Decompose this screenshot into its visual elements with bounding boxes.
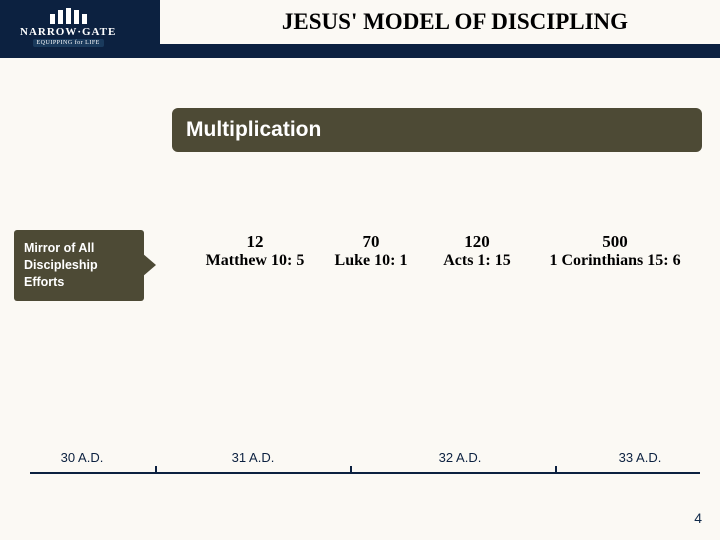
- timeline-tick: [350, 466, 352, 474]
- data-point-reference: 1 Corinthians 15: 6: [530, 252, 700, 270]
- page-number: 4: [694, 510, 702, 526]
- timeline-label: 30 A.D.: [61, 450, 104, 465]
- side-tab-line: Mirror of All: [24, 240, 134, 257]
- logo-tagline: EQUIPPING for LIFE: [33, 39, 104, 47]
- timeline: [30, 472, 700, 474]
- data-point-number: 120: [432, 232, 522, 252]
- section-title: Multiplication: [186, 118, 321, 142]
- timeline-label: 32 A.D.: [439, 450, 482, 465]
- data-point-number: 12: [200, 232, 310, 252]
- side-tab: Mirror of All Discipleship Efforts: [14, 230, 144, 301]
- timeline-label: 31 A.D.: [232, 450, 275, 465]
- data-point-number: 70: [326, 232, 416, 252]
- timeline-label: 33 A.D.: [619, 450, 662, 465]
- timeline-tick: [155, 466, 157, 474]
- side-tab-line: Discipleship: [24, 257, 134, 274]
- section-banner: Multiplication: [172, 108, 702, 152]
- logo-icon: [48, 8, 88, 24]
- data-point-number: 500: [530, 232, 700, 252]
- data-point-reference: Acts 1: 15: [432, 252, 522, 270]
- timeline-tick: [555, 466, 557, 474]
- logo: NARROW·GATE EQUIPPING for LIFE: [20, 8, 116, 47]
- side-tab-line: Efforts: [24, 274, 134, 291]
- page-title: JESUS' MODEL OF DISCIPLING: [190, 2, 720, 42]
- data-point: 70Luke 10: 1: [326, 232, 416, 270]
- data-point: 5001 Corinthians 15: 6: [530, 232, 700, 270]
- header-bar: NARROW·GATE EQUIPPING for LIFE JESUS' MO…: [0, 0, 720, 56]
- title-wrap: JESUS' MODEL OF DISCIPLING: [160, 0, 720, 44]
- data-point-reference: Luke 10: 1: [326, 252, 416, 270]
- data-point-reference: Matthew 10: 5: [200, 252, 310, 270]
- data-point: 120Acts 1: 15: [432, 232, 522, 270]
- data-point: 12Matthew 10: 5: [200, 232, 310, 270]
- logo-text: NARROW·GATE: [20, 26, 116, 38]
